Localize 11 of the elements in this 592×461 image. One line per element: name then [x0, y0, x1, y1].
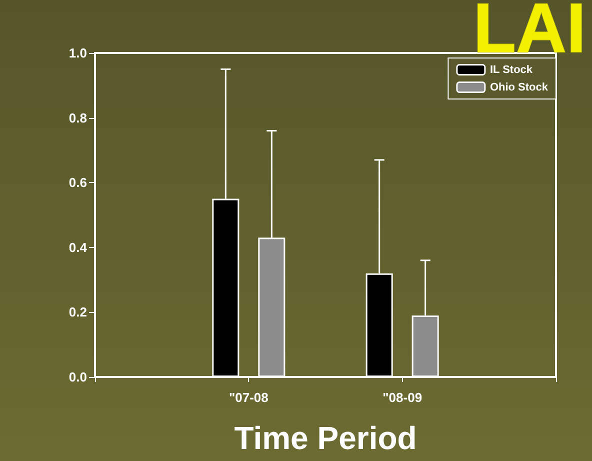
y-tick-label: 0.2	[68, 304, 87, 320]
x-axis-title: Time Period	[234, 420, 417, 456]
y-tick-label: 0.0	[68, 370, 87, 384]
legend-label: IL Stock	[490, 64, 534, 76]
y-tick-label: 0.4	[68, 240, 88, 255]
x-tick-label: "07-08	[228, 390, 268, 405]
legend-label: Ohio Stock	[490, 81, 549, 94]
y-tick-label: 0.8	[68, 110, 87, 126]
x-tick-label: "08-09	[382, 390, 422, 405]
y-tick-label: 0.6	[68, 175, 87, 190]
y-tick-label: 1.0	[68, 46, 87, 60]
